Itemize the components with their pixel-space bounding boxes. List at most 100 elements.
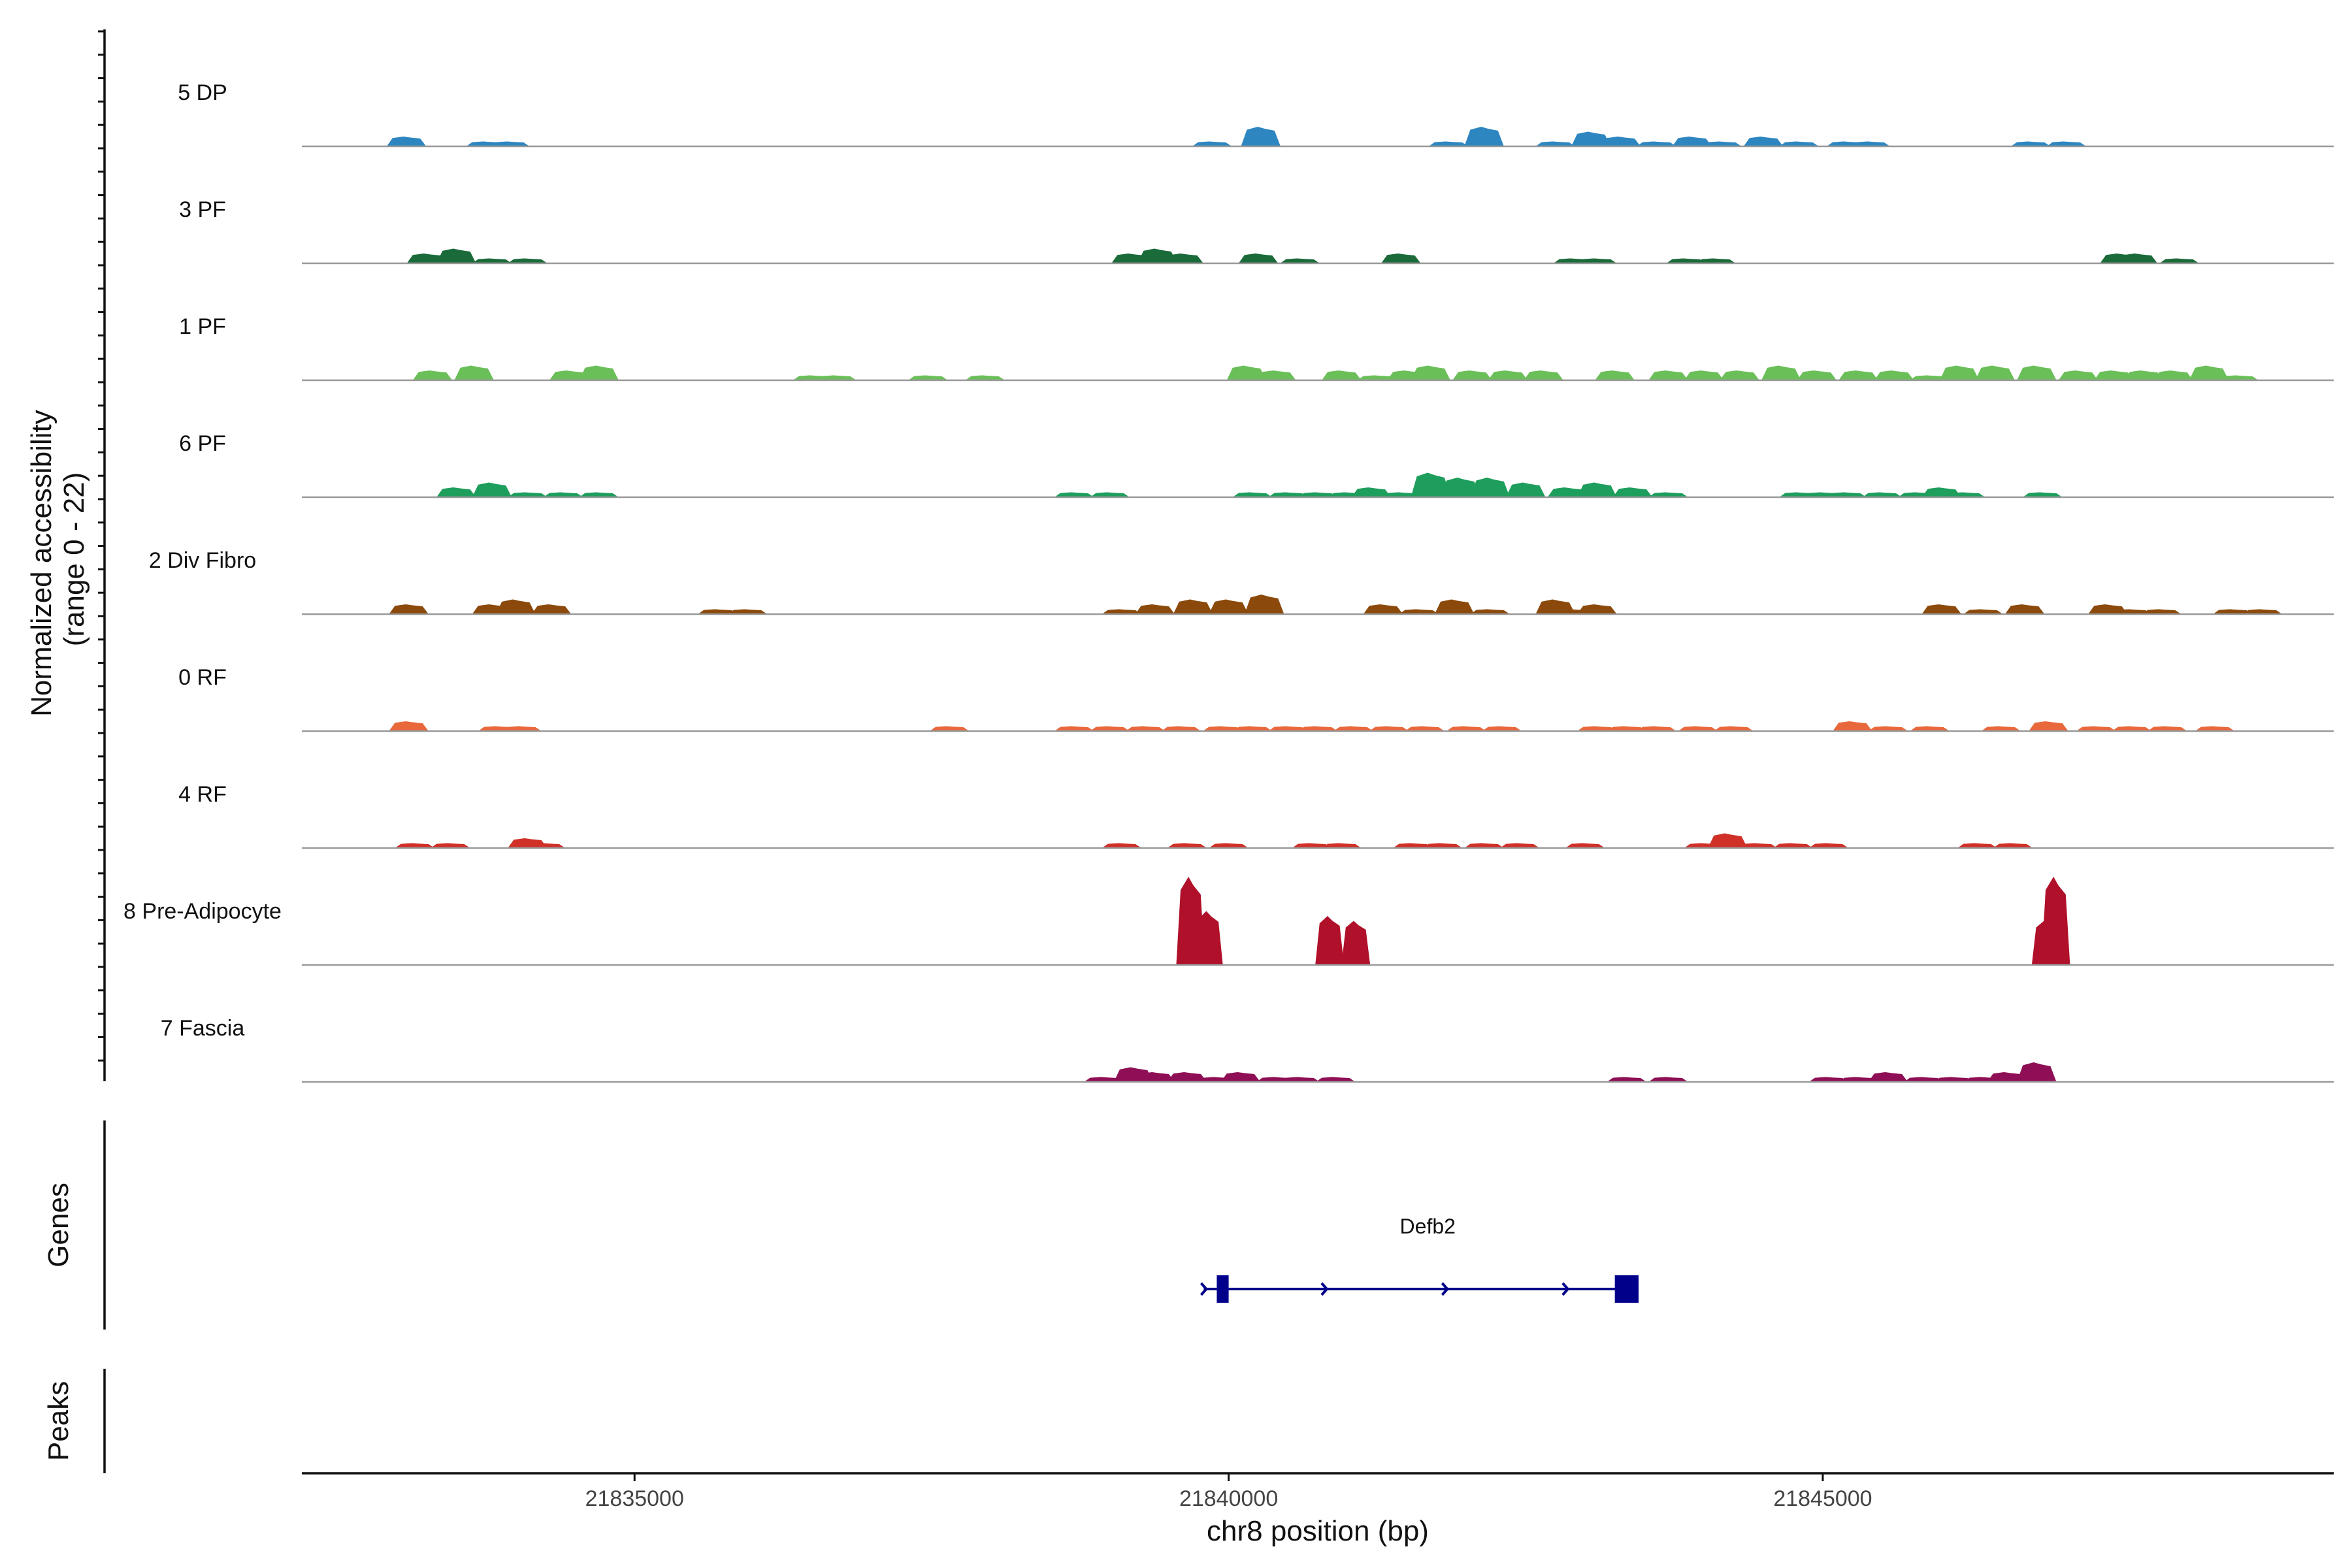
y-axis-title: Normalized accessibility (range 0 - 22) — [25, 402, 90, 717]
coverage-peak — [965, 375, 1005, 380]
coverage-peak — [698, 609, 738, 614]
coverage-peak — [1779, 141, 1819, 146]
track-3-pf: 3 PF — [179, 197, 2334, 265]
coverage-peak — [1975, 365, 2015, 380]
coverage-peak — [1488, 370, 1528, 380]
track-8-pre-adipocyte: 8 Pre-Adipocyte — [123, 877, 2334, 966]
coverage-peak — [1434, 599, 1475, 614]
coverage-peak — [1422, 843, 1463, 848]
coverage-peak — [1595, 370, 1635, 380]
coverage-peak — [1945, 492, 1985, 497]
coverage-peak — [508, 492, 547, 497]
coverage-peak — [1135, 1072, 1175, 1082]
coverage-peak — [1054, 726, 1094, 731]
coverage-peak — [531, 604, 572, 614]
coverage-peak — [436, 248, 476, 263]
coverage-peak — [1904, 1077, 1944, 1082]
x-axis-title: chr8 position (bp) — [1207, 1515, 1429, 1547]
track-7-fascia: 7 Fascia — [161, 1016, 2334, 1083]
coverage-peak — [1607, 726, 1647, 731]
coverage-peak — [1164, 253, 1203, 263]
coverage-peak — [579, 492, 619, 497]
track-label: 2 Div Fibro — [149, 548, 256, 573]
coverage-peak — [1577, 482, 1617, 497]
coverage-peak — [454, 365, 494, 380]
coverage-peak — [2142, 609, 2181, 614]
track-4-rf: 4 RF — [178, 782, 2334, 849]
coverage-peak — [1192, 141, 1232, 146]
coverage-peak — [1696, 258, 1736, 263]
coverage-peak — [1167, 1072, 1207, 1082]
gene-exon — [1614, 1275, 1639, 1303]
coverage-peak — [496, 599, 536, 614]
coverage-peak — [1084, 1077, 1124, 1082]
coverage-peak — [1797, 370, 1837, 380]
coverage-peak — [1167, 843, 1207, 848]
coverage-peak — [2189, 365, 2229, 380]
coverage-peak — [1209, 843, 1249, 848]
coverage-peak — [1850, 141, 1890, 146]
coverage-peak — [1268, 726, 1308, 731]
coverage-peak — [1226, 365, 1267, 380]
coverage-peak — [1921, 604, 1962, 614]
coverage-peak — [1672, 137, 1712, 146]
x-tick-label: 21845000 — [1773, 1486, 1872, 1511]
coverage-peak — [1678, 726, 1718, 731]
coverage-peak — [1714, 726, 1754, 731]
coverage-peak — [1173, 599, 1213, 614]
coverage-peak — [1666, 258, 1707, 263]
coverage-peak — [1833, 721, 1872, 731]
track-label: 4 RF — [178, 782, 227, 807]
coverage-peak — [2029, 721, 2068, 731]
coverage-peak — [1161, 726, 1201, 731]
coverage-peak — [1381, 253, 1421, 263]
coverage-peak — [389, 721, 429, 731]
coverage-peak — [1874, 370, 1914, 380]
coverage-peak — [490, 141, 530, 146]
coverage-peak — [1393, 843, 1433, 848]
coverage-peak — [395, 843, 435, 848]
coverage-peak — [1452, 370, 1492, 380]
coverage-peak — [1411, 365, 1451, 380]
coverage-peak — [1322, 370, 1362, 380]
coverage-peak — [727, 609, 768, 614]
coverage-peak — [1102, 843, 1142, 848]
track-label: 1 PF — [179, 314, 226, 339]
coverage-peak — [1405, 726, 1445, 731]
coverage-peak — [1601, 137, 1641, 146]
coverage-peak — [1280, 1077, 1320, 1082]
track-6-pf: 6 PF — [179, 431, 2334, 498]
coverage-peak — [1470, 478, 1510, 497]
track-label: 6 PF — [179, 431, 226, 456]
coverage-peak — [1910, 726, 1950, 731]
x-tick-label: 21840000 — [1179, 1486, 1278, 1511]
genes-side-label: Genes — [42, 1183, 74, 1267]
coverage-peak — [1910, 375, 1950, 380]
coverage-peak — [1637, 141, 1676, 146]
coverage-peak — [386, 137, 427, 146]
coverage-peak — [1571, 131, 1611, 146]
gene-label: Defb2 — [1400, 1215, 1456, 1238]
coverage-peak — [2219, 375, 2259, 380]
gene-track: Defb2 — [1200, 1215, 1639, 1303]
coverage-peak — [1499, 843, 1540, 848]
coverage-peak — [1464, 127, 1504, 146]
coverage-peak — [1203, 726, 1243, 731]
coverage-peak — [2041, 877, 2070, 965]
coverage-peak — [1963, 609, 2003, 614]
coverage-peak — [2076, 726, 2116, 731]
coverage-peak — [2112, 726, 2152, 731]
coverage-peak — [1464, 843, 1504, 848]
coverage-peak — [1612, 487, 1653, 497]
coverage-peak — [472, 258, 512, 263]
coverage-peak — [436, 487, 476, 497]
track-label: 7 Fascia — [161, 1016, 245, 1041]
coverage-peak — [1316, 1077, 1356, 1082]
coverage-peak — [2153, 370, 2193, 380]
coverage-peak — [1090, 492, 1130, 497]
coverage-peak — [2148, 726, 2187, 731]
coverage-peak — [1987, 1072, 2027, 1082]
coverage-peak — [2017, 365, 2057, 380]
strand-arrow-icon — [1561, 1282, 1570, 1296]
